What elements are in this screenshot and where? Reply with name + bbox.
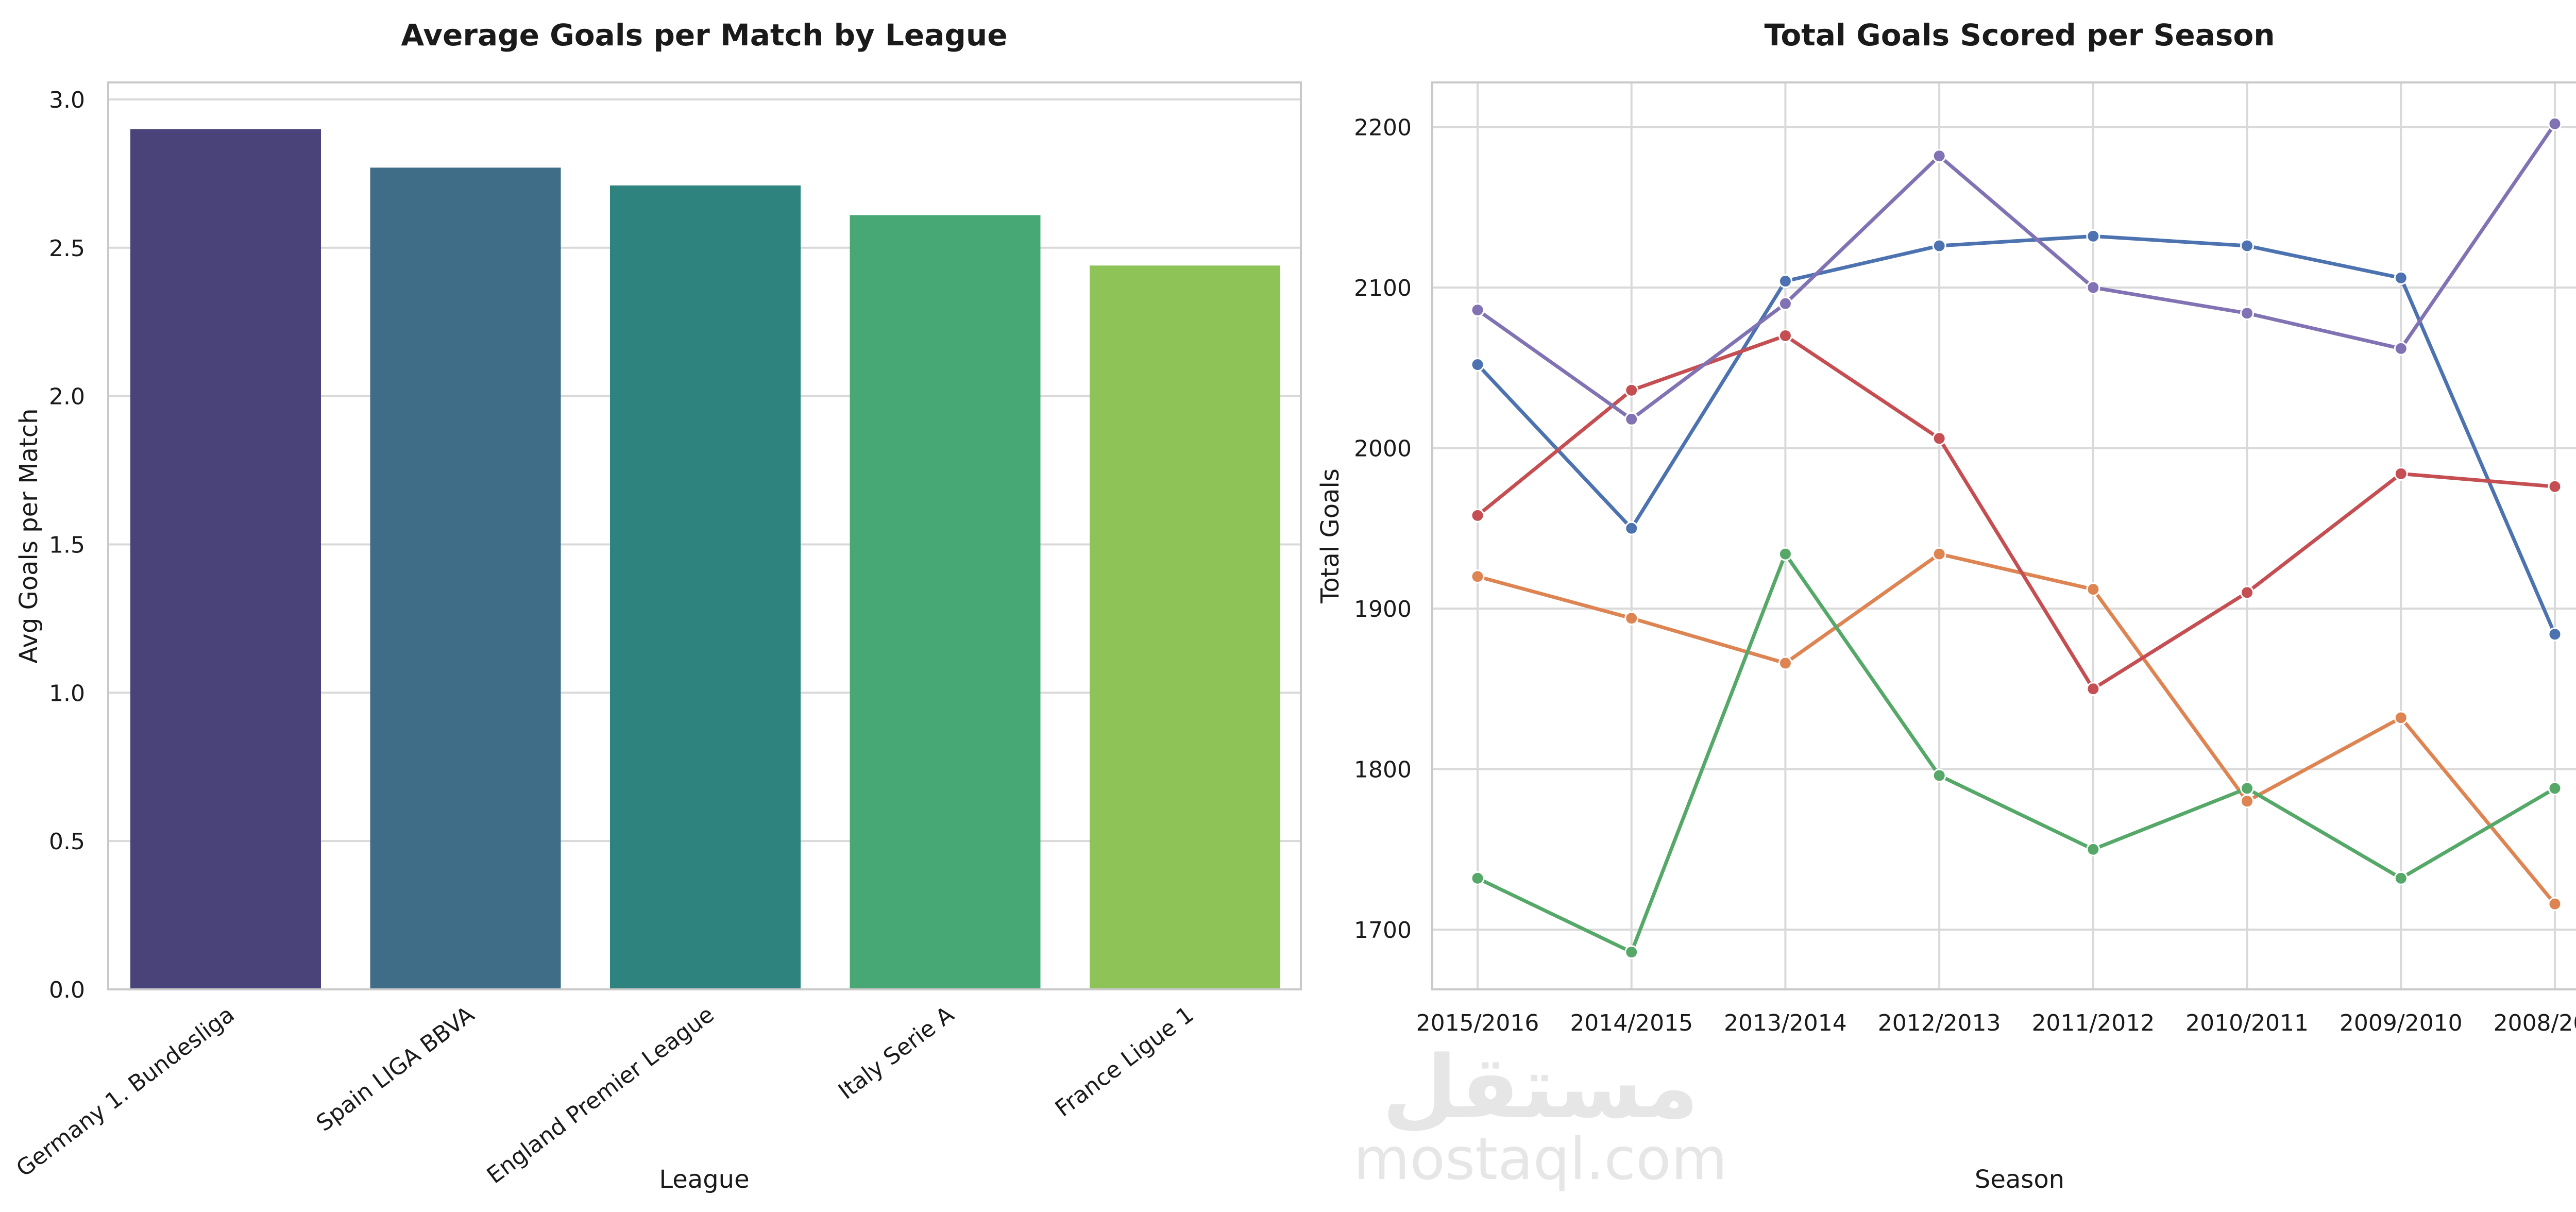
series-point (2394, 871, 2408, 885)
bar-plot-border (107, 81, 1302, 990)
series-point (2394, 466, 2408, 481)
line-xtick-label: 2010/2011 (2185, 1010, 2309, 1036)
bar-chart-title: Average Goals per Match by League (401, 18, 1007, 53)
series-point (2548, 479, 2562, 494)
series-point (1470, 871, 1485, 885)
series-line (1476, 122, 2557, 422)
line-yaxis-label: Total Goals (1316, 468, 1345, 604)
line-xtick-label: 2008/2009 (2494, 1010, 2576, 1036)
line-chart: 1700 1800 1900 2000 2100 2200 2015/2016 2014/20… (1354, 81, 2576, 1036)
series-point (1778, 328, 1792, 343)
series-point (2548, 627, 2562, 642)
bar-yaxis-label: Avg Goals per Match (14, 408, 43, 663)
bar-chart: 0.0 0.5 1.0 1.5 2.0 2.5 3.0 Germany 1. Bundesli… (11, 81, 1302, 1189)
line-xtick-label: 2015/2016 (1416, 1010, 1539, 1036)
bar (130, 129, 321, 990)
series-point (1778, 274, 1792, 289)
bar (610, 185, 801, 989)
series-point (2548, 781, 2562, 796)
series-point (2240, 585, 2255, 600)
series-point (1624, 521, 1639, 535)
series-point (1778, 547, 1792, 561)
series-point (1624, 383, 1639, 397)
line-ytick-label: 2100 (1354, 275, 1412, 301)
series-point (2086, 682, 2100, 696)
line-plot-border (1431, 81, 2576, 990)
series-point (1470, 303, 1485, 317)
line-xtick-label: 2011/2012 (2031, 1010, 2155, 1036)
bar-xaxis-label: League (659, 1165, 749, 1194)
bar-ytick-label: 2.0 (49, 384, 85, 410)
series-point (1932, 149, 1946, 163)
series-point (2394, 711, 2408, 725)
series-point (1624, 611, 1639, 626)
series-point (2240, 306, 2255, 321)
series-point (2240, 781, 2255, 796)
line-ytick-label: 2000 (1354, 436, 1412, 462)
series-point (2394, 341, 2408, 356)
bar-ytick-label: 2.5 (49, 235, 85, 262)
series-point (2086, 842, 2100, 856)
bar-ytick-label: 1.5 (49, 532, 85, 558)
bar-xtick-label: Germany 1. Bundesliga (11, 1001, 239, 1182)
series-point (1470, 508, 1485, 523)
series-point (2548, 116, 2562, 131)
series-point (2086, 582, 2100, 597)
series-point (2240, 239, 2255, 253)
series-point (1624, 412, 1639, 426)
series-point (1932, 547, 1946, 561)
series-point (2086, 229, 2100, 243)
bar-xtick-label: France Ligue 1 (1050, 1001, 1199, 1122)
series-point (2548, 897, 2562, 911)
series-point (1932, 239, 1946, 253)
bar (1090, 265, 1280, 989)
series-line (1476, 552, 2557, 906)
series-point (1778, 296, 1792, 311)
series-point (2394, 271, 2408, 285)
line-ytick-label: 1900 (1354, 596, 1412, 622)
line-xtick-label: 2014/2015 (1570, 1010, 1693, 1036)
series-point (1932, 768, 1946, 783)
bar-ytick-label: 3.0 (49, 87, 85, 113)
line-ytick-label: 1700 (1354, 917, 1412, 944)
bar-ytick-label: 0.0 (49, 977, 85, 1003)
series-point (1932, 431, 1946, 446)
line-xtick-label: 2012/2013 (1878, 1010, 2001, 1036)
line-ytick-label: 1800 (1354, 757, 1412, 783)
line-xaxis-label: Season (1975, 1165, 2064, 1194)
bar-xtick-label: England Premier League (482, 1001, 719, 1189)
line-ytick-label: 2200 (1354, 115, 1412, 141)
bar (370, 167, 561, 989)
bar-xtick-label: Italy Serie A (834, 1001, 959, 1105)
series-point (1470, 358, 1485, 372)
series-point (1778, 656, 1792, 670)
series-point (2086, 280, 2100, 295)
bar-ytick-label: 1.0 (49, 680, 85, 706)
series-point (2240, 794, 2255, 809)
line-xtick-label: 2013/2014 (1724, 1010, 1847, 1036)
bar-xtick-label: Spain LIGA BBVA (312, 1001, 479, 1137)
series-line (1476, 333, 2557, 692)
series-line (1476, 550, 2557, 955)
line-xtick-label: 2009/2010 (2340, 1010, 2463, 1036)
series-line (1476, 234, 2557, 636)
bar-ytick-label: 0.5 (49, 829, 85, 855)
line-chart-title: Total Goals Scored per Season (1764, 18, 2275, 53)
bar (850, 215, 1041, 990)
series-point (1470, 569, 1485, 584)
series-point (1624, 945, 1639, 959)
